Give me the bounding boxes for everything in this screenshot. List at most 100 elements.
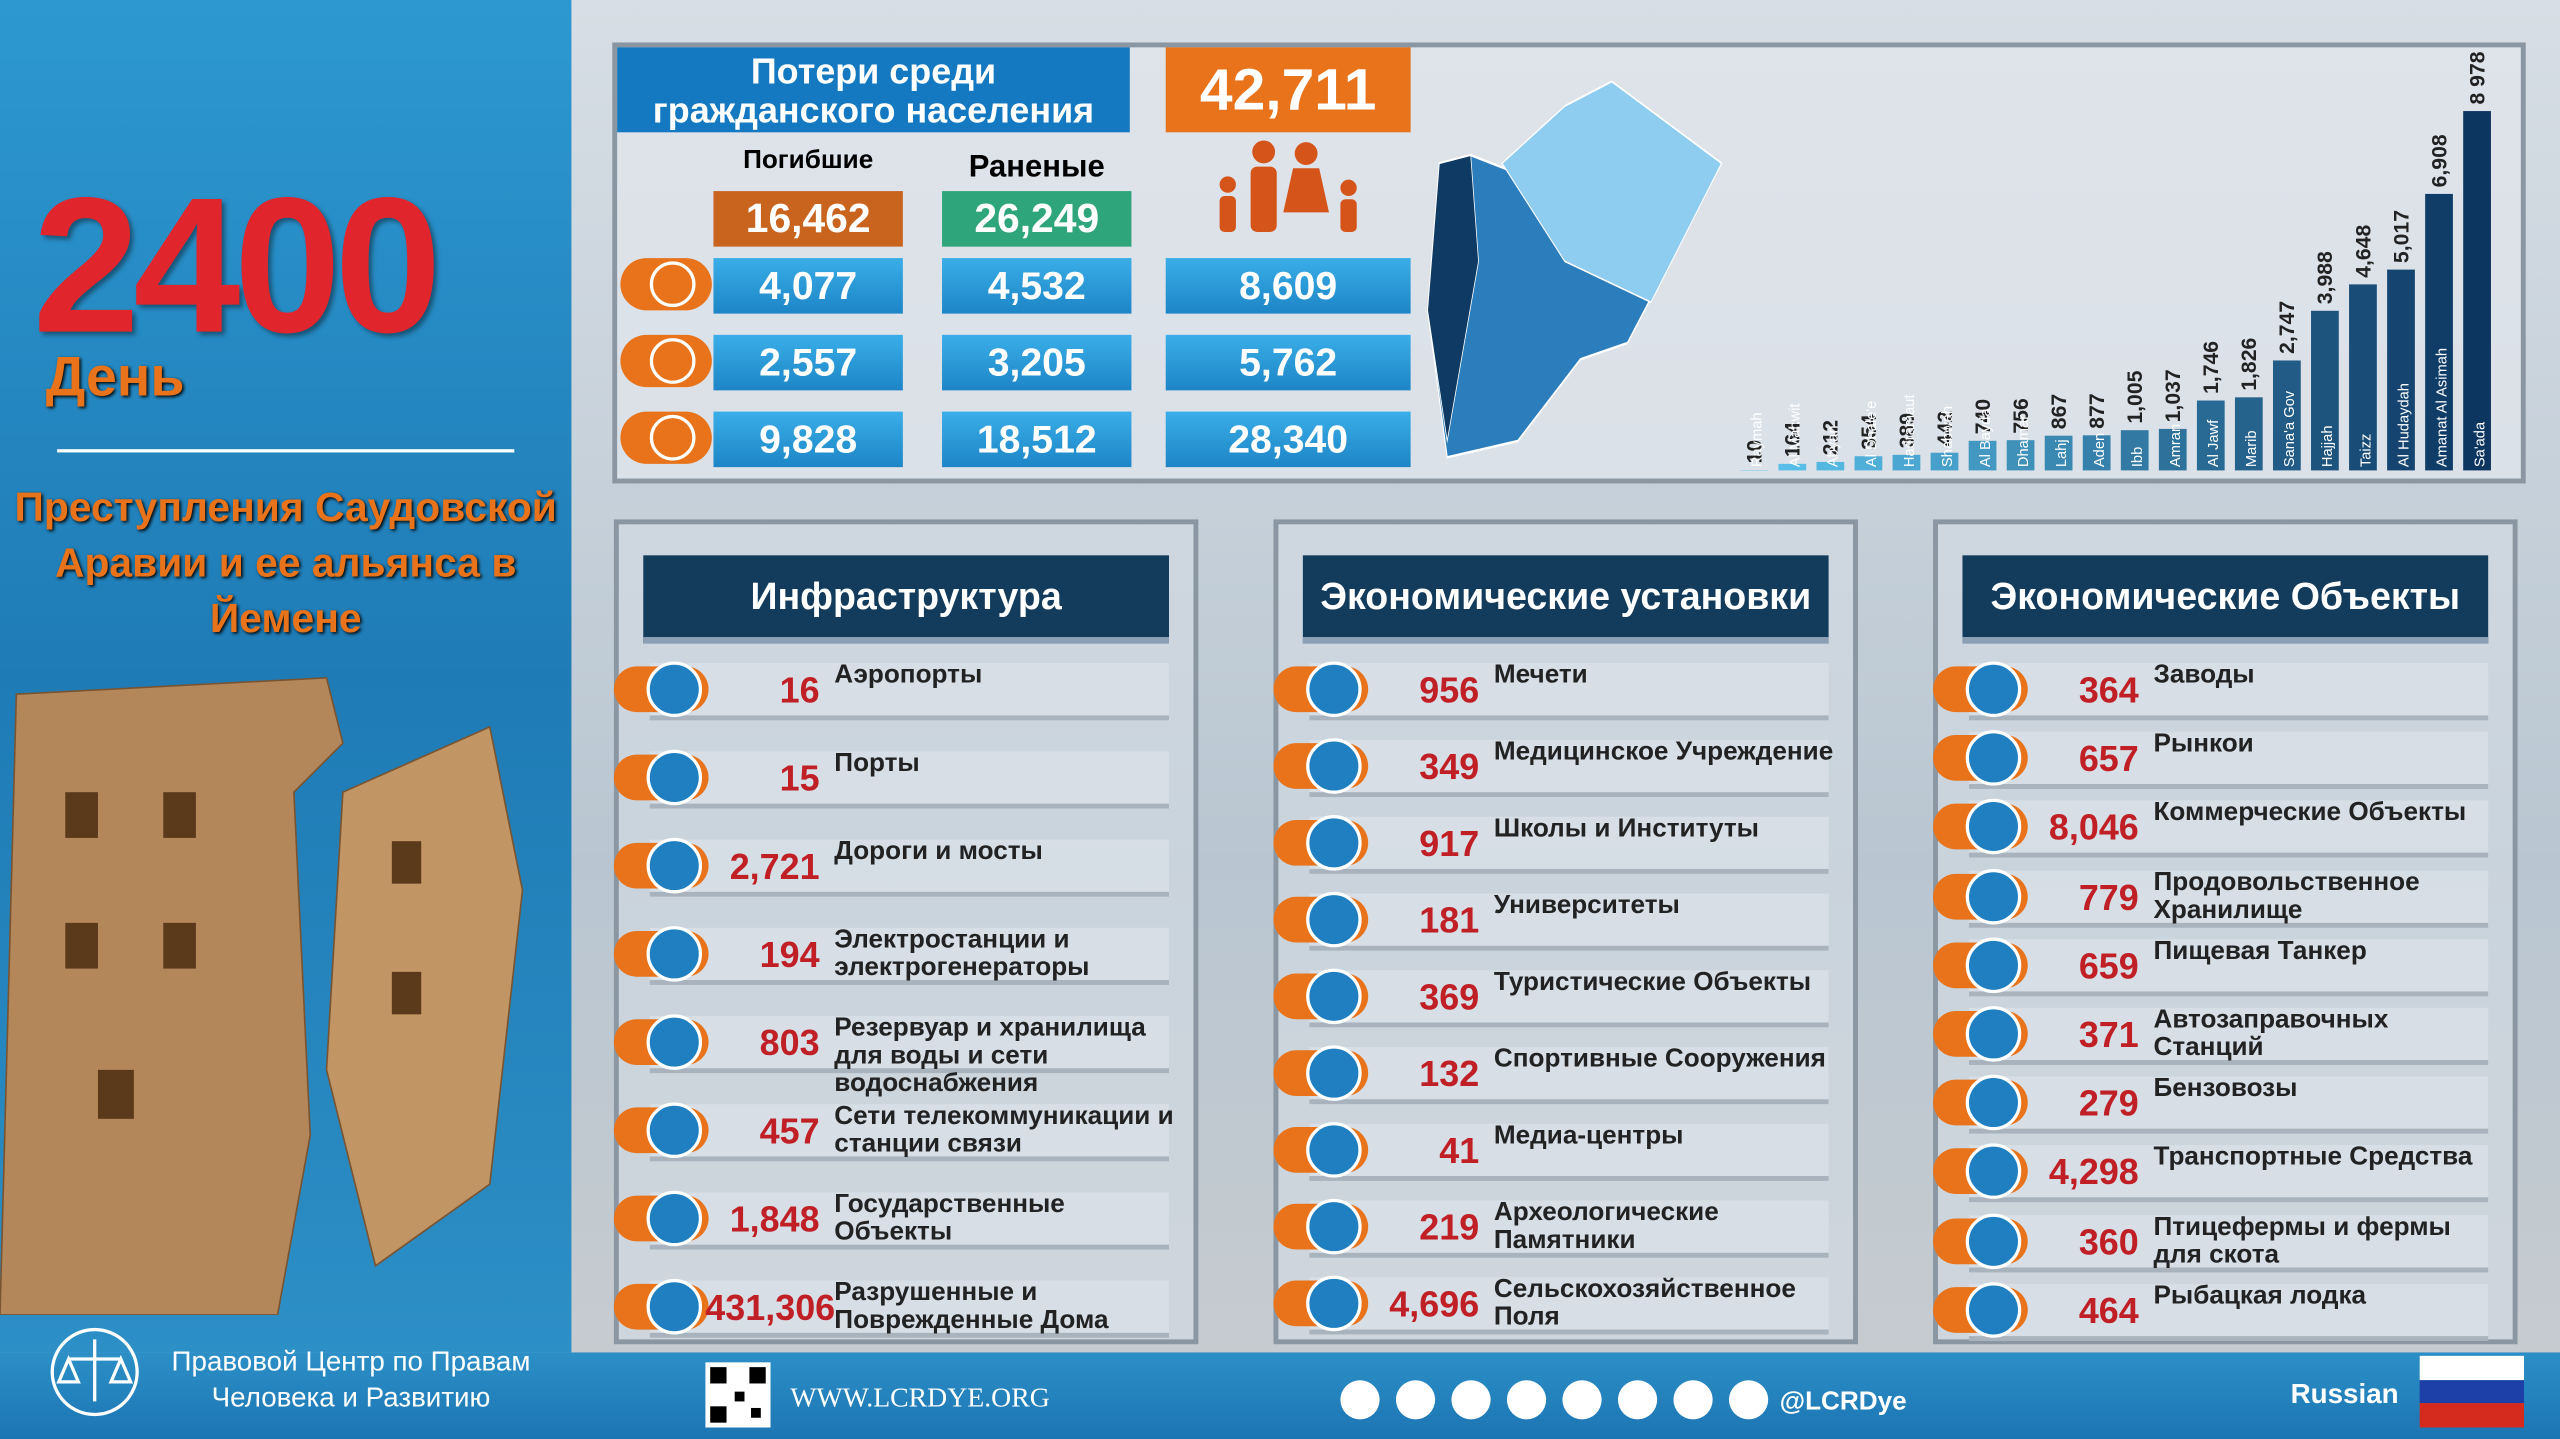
row-strip <box>1968 938 2489 997</box>
title-line: гражданского населения <box>652 89 1095 131</box>
row-strip <box>649 663 1169 721</box>
row-strip <box>1309 970 1829 1028</box>
stat-row: 219 Археологические Памятники <box>1273 1194 1829 1258</box>
stat-value: 956 <box>1419 669 1480 711</box>
stat-row: 181 Университеты <box>1273 887 1829 951</box>
casualty-count: 4,077 <box>713 258 903 314</box>
row-icon <box>1965 1281 2022 1338</box>
row-strip <box>1968 800 2489 859</box>
stat-row: 4,696 Сельскохозяйственное Поля <box>1273 1271 1829 1335</box>
row-icon <box>1965 661 2022 718</box>
bar <box>2349 284 2377 471</box>
bar <box>2425 193 2453 471</box>
row-icon <box>1965 730 2022 786</box>
stat-value: 349 <box>1419 746 1480 788</box>
category-label: Hajjah <box>2320 425 2336 467</box>
russian-flag <box>2419 1355 2525 1428</box>
value-label: 6,908 <box>2428 134 2451 187</box>
value-label: 1,746 <box>2200 341 2223 394</box>
bar <box>2006 440 2035 471</box>
category-label: Al Jawf <box>2206 419 2222 467</box>
stat-value: 4,298 <box>2048 1152 2139 1193</box>
stat-value: 41 <box>1439 1130 1480 1172</box>
bar <box>2234 397 2263 471</box>
footer-bar: Правовой Центр по Правам Человека и Разв… <box>0 1327 2560 1439</box>
casualty-title: Потери среди гражданского населения <box>617 47 1130 133</box>
subtitle: Преступления Саудовской Аравии и ее алья… <box>0 480 571 647</box>
org-line: Человека и Развитию <box>211 1381 491 1413</box>
category-label: Ibb <box>2130 447 2146 467</box>
stat-row: 1,848 Государственные Объекты <box>613 1186 1169 1250</box>
value-label: 4,648 <box>2352 225 2375 278</box>
value-label: 354 <box>1858 414 1881 450</box>
stat-value: 431,306 <box>705 1287 836 1328</box>
subtitle-line: Аравии и ее альянса в Йемене <box>55 540 517 642</box>
stat-label: Бензовозы <box>2153 1075 2298 1103</box>
row-strip <box>1968 1283 2489 1341</box>
stat-row: 15 Порты <box>613 745 1169 809</box>
row-icon <box>1965 1075 2022 1131</box>
stat-value: 364 <box>2078 669 2139 711</box>
value-label: 5,017 <box>2390 210 2413 263</box>
row-icon <box>1965 868 2022 924</box>
qr-code <box>705 1362 771 1428</box>
stat-label: Порты <box>834 749 920 778</box>
stat-row: 2,721 Дороги и мосты <box>613 833 1169 897</box>
bar <box>1778 463 1807 471</box>
row-strip <box>649 839 1169 897</box>
stat-label: Сети телекоммуникации и станции связи <box>834 1102 1174 1159</box>
stat-row: 803 Резервуар и хранилища для воды и сети… <box>613 1009 1169 1098</box>
row-strip <box>1309 663 1829 721</box>
row-icon <box>646 1102 703 1159</box>
row-icon <box>1306 1198 1362 1255</box>
stat-value: 464 <box>2078 1290 2139 1331</box>
section-title: Экономические установки <box>1302 555 1829 644</box>
stat-row: 194 Электростанции и электрогенераторы <box>613 921 1169 985</box>
stat-value: 371 <box>2078 1014 2139 1056</box>
day-label: День <box>45 346 185 409</box>
row-icon <box>1306 661 1362 718</box>
category-label: Al Mahwit <box>1788 403 1804 467</box>
stat-label: Электростанции и электрогенераторы <box>834 926 1090 982</box>
stat-label: Медиа-центры <box>1493 1122 1684 1150</box>
stat-row: 349 Медицинское Учреждение <box>1273 733 1833 798</box>
row-icon <box>1965 799 2022 855</box>
row-icon <box>1965 937 2022 993</box>
stat-value: 1,848 <box>729 1198 820 1240</box>
row-strip <box>1968 1145 2489 1203</box>
row-strip <box>1309 1200 1829 1258</box>
subtitle-line: Преступления Саудовской <box>14 485 557 531</box>
stat-row: 41 Медиа-центры <box>1273 1117 1829 1181</box>
row-icon <box>1965 1006 2022 1062</box>
stat-label: Резервуар и хранилища для воды и сети во… <box>834 1014 1146 1098</box>
category-label: Amran <box>2168 424 2184 467</box>
bar <box>2387 269 2415 471</box>
stat-value: 803 <box>759 1022 820 1064</box>
casualty-count: 18,512 <box>942 411 1132 468</box>
value-label: 1,826 <box>2238 337 2261 390</box>
grand-total: 42,711 <box>1165 47 1411 133</box>
stat-row: 917 Школы и Институты <box>1273 810 1829 874</box>
value-label: 8 978 <box>2466 51 2489 104</box>
stat-label: Рынкои <box>2153 730 2254 759</box>
bar <box>2120 430 2149 471</box>
casualty-count: 4,532 <box>942 258 1132 314</box>
stat-value: 194 <box>759 934 820 976</box>
stat-label: Университеты <box>1493 891 1680 920</box>
row-strip <box>1968 869 2489 928</box>
row-strip <box>1968 1214 2489 1272</box>
category-label: Sana'a Gov <box>2282 390 2298 467</box>
stat-value: 15 <box>779 757 820 799</box>
stat-row: 4,298 Транспортные Средства <box>1933 1139 2489 1203</box>
stat-value: 779 <box>2078 876 2139 918</box>
bar <box>1930 452 1959 471</box>
stat-value: 369 <box>1419 976 1480 1018</box>
stat-row: 431,306 Разрушенные и Поврежденные Дома <box>613 1274 1169 1338</box>
bar <box>2311 310 2339 471</box>
row-strip <box>649 1280 1169 1338</box>
stat-row: 659 Пищевая Танкер <box>1933 932 2489 997</box>
row-icon <box>1965 1212 2022 1269</box>
killed-total: 16,462 <box>713 191 903 247</box>
